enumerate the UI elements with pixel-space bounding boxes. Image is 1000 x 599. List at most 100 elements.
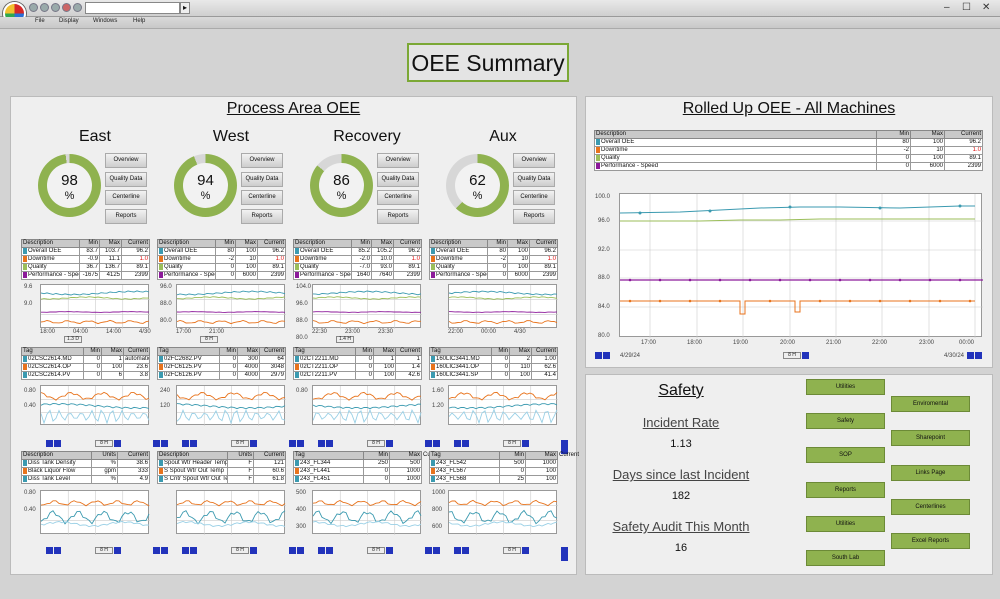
recovery-trend-range-select[interactable]: 1.4 H [335,336,355,343]
nav-forward-buttons[interactable] [289,440,305,447]
range-select[interactable]: 8 H [94,547,122,554]
recovery-quality-data-button[interactable]: Quality Data [377,171,419,187]
aux-reports-button[interactable]: Reports [513,208,555,224]
nav-back-buttons[interactable] [318,440,334,447]
east-quality-data-button[interactable]: Quality Data [105,171,147,187]
menu-windows[interactable]: Windows [93,18,118,24]
east-centerline-button[interactable]: Centerline [105,190,147,205]
nav-forward-buttons[interactable] [425,440,441,447]
nav-forward-buttons[interactable] [289,547,305,554]
range-value[interactable]: 8 H [231,547,249,554]
west-lower-trend-chart[interactable] [176,490,286,535]
aux-overview-button[interactable]: Overview [513,153,555,168]
menu-help[interactable]: Help [133,18,146,24]
reports-button[interactable]: Reports [806,482,885,498]
west-tag-trend-chart[interactable] [176,385,286,426]
enviromental-button[interactable]: Enviromental [891,396,970,412]
range-value[interactable]: 8 H [200,336,218,343]
utilities-button-2[interactable]: Utilities [806,516,885,532]
range-dropdown-icon[interactable] [386,440,393,447]
utilities-button[interactable]: Utilities [806,379,885,395]
range-select[interactable]: 8 H [230,440,258,447]
aux-lower-trend-chart[interactable] [448,490,558,535]
links-page-button[interactable]: Links Page [891,465,970,481]
west-centerline-button[interactable]: Centerline [241,190,283,205]
range-value[interactable]: 8 H [367,440,385,447]
range-value[interactable]: 1.3 D [64,336,82,343]
recovery-overview-button[interactable]: Overview [377,153,419,168]
nav-forward-buttons[interactable] [153,440,169,447]
recovery-reports-button[interactable]: Reports [377,208,419,224]
range-select[interactable]: 8 H [502,547,530,554]
nav-back-buttons[interactable] [46,547,62,554]
south-lab-button[interactable]: South Lab [806,550,885,566]
range-dropdown-icon[interactable] [522,547,529,554]
recovery-lower-trend-chart[interactable] [312,490,422,535]
east-oee-trend-chart[interactable] [40,284,150,329]
east-reports-button[interactable]: Reports [105,208,147,224]
forward-icon[interactable] [40,3,49,12]
east-lower-trend-chart[interactable] [40,490,150,535]
close-icon[interactable]: ✕ [982,2,991,13]
west-reports-button[interactable]: Reports [241,208,283,224]
nav-forward-buttons[interactable] [153,547,169,554]
range-select[interactable]: 8 H [366,440,394,447]
range-value[interactable]: 8 H [231,440,249,447]
west-quality-data-button[interactable]: Quality Data [241,171,283,187]
range-dropdown-icon[interactable] [386,547,393,554]
west-oee-trend-chart[interactable] [176,284,286,329]
centerlines-button[interactable]: Centerlines [891,499,970,515]
sop-button[interactable]: SOP [806,447,885,463]
nav-back-buttons[interactable] [182,440,198,447]
recovery-tag-trend-chart[interactable] [312,385,422,426]
range-value[interactable]: 1.4 H [336,336,354,343]
nav-back-buttons[interactable] [182,547,198,554]
east-trend-range-select[interactable]: 1.3 D [63,336,83,343]
east-tag-trend-chart[interactable] [40,385,150,426]
range-dropdown-icon[interactable] [250,440,257,447]
aux-tag-trend-chart[interactable] [448,385,558,426]
sharepoint-button[interactable]: Sharepoint [891,430,970,446]
excel-reports-button[interactable]: Excel Reports [891,533,970,549]
nav-back-buttons[interactable] [318,547,334,554]
nav-forward-buttons[interactable] [561,440,576,455]
nav-back-buttons[interactable] [46,440,62,447]
nav-back-buttons[interactable] [454,547,470,554]
back-icon[interactable] [29,3,38,12]
menu-file[interactable]: File [35,18,45,24]
home-icon[interactable] [51,3,60,12]
recovery-centerline-button[interactable]: Centerline [377,190,419,205]
range-select[interactable]: 8 H [366,547,394,554]
refresh-icon[interactable] [73,3,82,12]
west-overview-button[interactable]: Overview [241,153,283,168]
stop-icon[interactable] [62,3,71,12]
nav-back-buttons[interactable] [595,352,611,359]
range-dropdown-icon[interactable] [114,440,121,447]
aux-quality-data-button[interactable]: Quality Data [513,171,555,187]
recovery-oee-trend-chart[interactable] [312,284,422,329]
nav-forward-buttons[interactable] [561,547,576,562]
range-dropdown-icon[interactable] [114,547,121,554]
range-select[interactable]: 8 H [502,440,530,447]
nav-back-buttons[interactable] [454,440,470,447]
maximize-icon[interactable]: ☐ [962,2,971,13]
aux-oee-trend-chart[interactable] [448,284,558,329]
range-value[interactable]: 8 H [367,547,385,554]
range-select[interactable]: 8 H [230,547,258,554]
range-value[interactable]: 8 H [95,440,113,447]
menu-display[interactable]: Display [59,18,79,24]
address-input[interactable] [85,2,180,14]
range-value[interactable]: 8 H [95,547,113,554]
range-value[interactable]: 8 H [503,440,521,447]
rolled-up-trend-chart[interactable] [619,193,983,338]
west-trend-range-select[interactable]: 8 H [199,336,219,343]
range-dropdown-icon[interactable] [522,440,529,447]
range-select[interactable]: 8 H [94,440,122,447]
east-overview-button[interactable]: Overview [105,153,147,168]
range-value[interactable]: 8 H [503,547,521,554]
nav-forward-buttons[interactable] [967,352,983,359]
nav-forward-buttons[interactable] [425,547,441,554]
aux-centerline-button[interactable]: Centerline [513,190,555,205]
address-go-button[interactable]: ▸ [180,2,190,14]
range-select[interactable]: 8 H [782,352,810,359]
